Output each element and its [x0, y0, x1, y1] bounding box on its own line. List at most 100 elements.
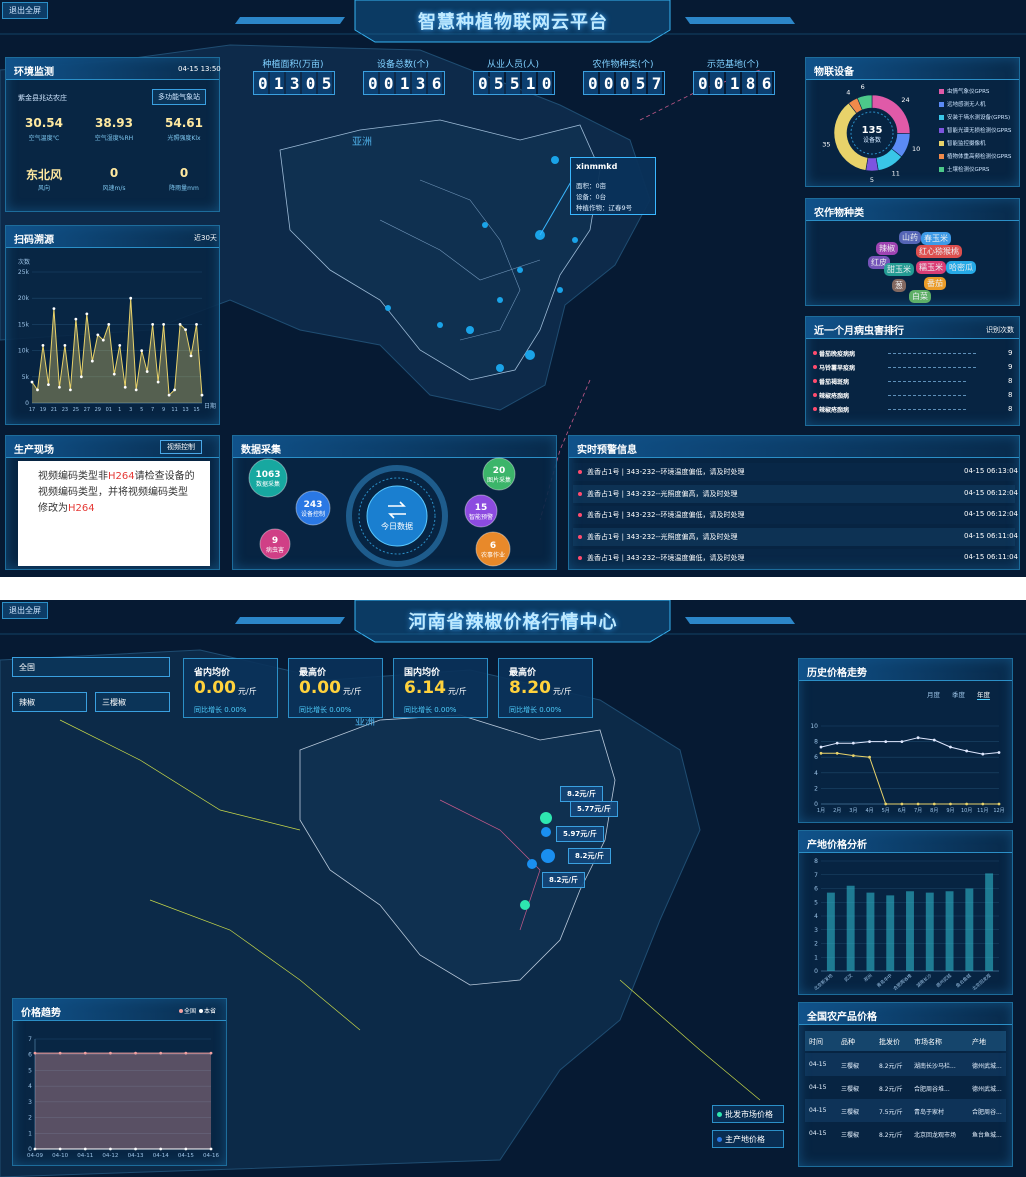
crop-word: 糯玉米	[916, 261, 946, 274]
tab[interactable]: 季度	[952, 691, 965, 699]
point	[932, 738, 936, 742]
y-tick-label: 0	[28, 1146, 32, 1153]
alerts-panel: 实时预警信息 盖香占1号 | 343-232--环境温度偏低，请及时处理 04-15…	[568, 435, 1020, 570]
crop-word: 辣椒	[876, 242, 898, 255]
point	[981, 752, 985, 756]
pest-name: 马铃薯早疫病	[819, 365, 856, 372]
bubble	[464, 494, 498, 528]
env-panel: 环境监测 04-15 13:50 紫金县兆达农庄 多功能气象站 30.54 空气温度℃ 38…	[5, 57, 221, 212]
dropdown[interactable]: 三樱椒	[95, 692, 170, 712]
bubble	[295, 490, 331, 526]
tab[interactable]: 月度	[927, 691, 940, 699]
map-legend-item[interactable]: 主产地价格	[712, 1130, 784, 1148]
point	[101, 338, 105, 342]
point	[900, 740, 904, 743]
y-tick-label: 5	[28, 1067, 32, 1074]
point	[85, 312, 89, 316]
point	[47, 383, 50, 387]
point	[997, 751, 1001, 754]
panel-title: 产地价格分析	[799, 831, 1012, 853]
point	[184, 1147, 188, 1151]
y-tick-label: 6	[28, 1052, 32, 1059]
point	[151, 323, 155, 326]
dropdown[interactable]: 辣椒	[12, 692, 87, 712]
point	[195, 323, 198, 326]
exit-fullscreen-button[interactable]: 退出全屏	[2, 2, 48, 19]
point	[184, 328, 187, 332]
metric-value: 30.54	[25, 116, 63, 130]
point	[134, 1147, 137, 1151]
pest-value: 8	[1008, 405, 1013, 413]
alert-text: 盖香占1号 | 343-232--光照度偏高，请及时处理	[587, 532, 738, 541]
tab[interactable]: 年度	[977, 691, 990, 700]
point	[884, 802, 888, 806]
point	[109, 1051, 112, 1055]
legend-swatch	[939, 102, 944, 107]
point	[835, 751, 839, 755]
y-tick-label: 6	[814, 886, 818, 893]
y-tick-label: 5	[814, 899, 818, 906]
point	[868, 755, 871, 759]
video-panel: 生产现场 视频控制 视频编码类型非H264请检查设备的视频编码类型，并将视频编码类型…	[5, 435, 220, 570]
metric-value: 0	[179, 166, 189, 180]
point	[189, 354, 193, 358]
panel-title: 全国农产品价格	[799, 1003, 1012, 1025]
x-tick-label: 27	[84, 407, 90, 413]
center-label: 今日数据	[381, 521, 413, 531]
y-tick-label: 1	[814, 954, 818, 961]
legend-label: 本省	[204, 1008, 217, 1015]
station-select[interactable]: 多功能气象站	[152, 89, 206, 105]
pest-value: 8	[1008, 391, 1013, 399]
x-axis-label: 日期	[204, 402, 216, 410]
exit-fullscreen-button[interactable]: 退出全屏	[2, 602, 48, 619]
rank-dot	[813, 393, 817, 397]
dropdown[interactable]: 全国	[12, 657, 170, 677]
legend-label: 批发市场价格	[725, 1110, 773, 1119]
y-tick-label: 25k	[18, 269, 30, 276]
bar	[846, 885, 855, 971]
panel-title: 近一个月病虫害排行	[806, 317, 1019, 339]
crops-panel: 农作物种类 山药 春玉米 辣椒 红心猕猴桃 红皮 甜玉米 糯玉米 哈密瓜 番茄葱白菜	[805, 198, 1020, 306]
point	[145, 370, 149, 373]
x-tick-label: 2月	[833, 808, 841, 814]
card-unit: 元/斤	[448, 687, 467, 696]
point	[965, 749, 969, 753]
point	[156, 380, 160, 384]
point	[140, 349, 144, 352]
y-axis-label: 次数	[18, 258, 30, 266]
alert-time: 04-15 06:13:04	[964, 467, 1019, 475]
point	[41, 343, 45, 347]
x-tick-label: 1	[118, 407, 121, 413]
x-tick-label: 8月	[930, 808, 938, 814]
x-tick-label: 3月	[849, 808, 857, 814]
trend-panel: 价格趋势 全国 本省 0 1 2 3 4 5 6 7 04-09 04-10 04-11 04-12 04-1…	[12, 998, 227, 1166]
y-tick-label: 2	[28, 1115, 32, 1122]
table-cell: 8.2元/斤	[879, 1132, 903, 1139]
point	[200, 393, 204, 397]
y-tick-label: 2	[814, 785, 818, 792]
x-tick-label: 武汉	[843, 972, 855, 983]
video-control-button[interactable]: 视频控制	[160, 440, 202, 454]
point	[209, 1147, 213, 1151]
card-label: 省内均价	[194, 668, 231, 678]
history-panel: 历史价格走势 月度 季度 年度 0 2 4 6 8 10 1月 2月 3月 4月 5月 6月 7月 8月 9月 10月…	[798, 658, 1013, 823]
point	[178, 323, 182, 326]
point	[36, 388, 39, 392]
crop-word: 山药	[899, 231, 921, 244]
slice-label: 10	[912, 145, 920, 153]
point	[83, 1051, 87, 1055]
crop-word: 葱	[892, 279, 906, 292]
point	[96, 333, 100, 337]
table-cell: 鱼台鱼城...	[972, 1132, 1002, 1139]
card-value: 8.20	[509, 678, 551, 698]
map-legend-item[interactable]: 批发市场价格	[712, 1105, 784, 1123]
point	[819, 751, 823, 755]
alert-time: 04-15 06:11:04	[964, 553, 1019, 561]
x-tick-label: 10月	[961, 808, 972, 814]
center-circle	[366, 485, 428, 547]
pest-name: 番茄褐斑病	[819, 379, 850, 386]
analysis-panel: 产地价格分析 0 1 2 3 4 5 6 7 8 北京新发地 武汉 郑州 青岛华中 合肥周谷堆 湖南长沙 德州武…	[798, 830, 1013, 995]
y-tick-label: 4	[814, 770, 818, 777]
